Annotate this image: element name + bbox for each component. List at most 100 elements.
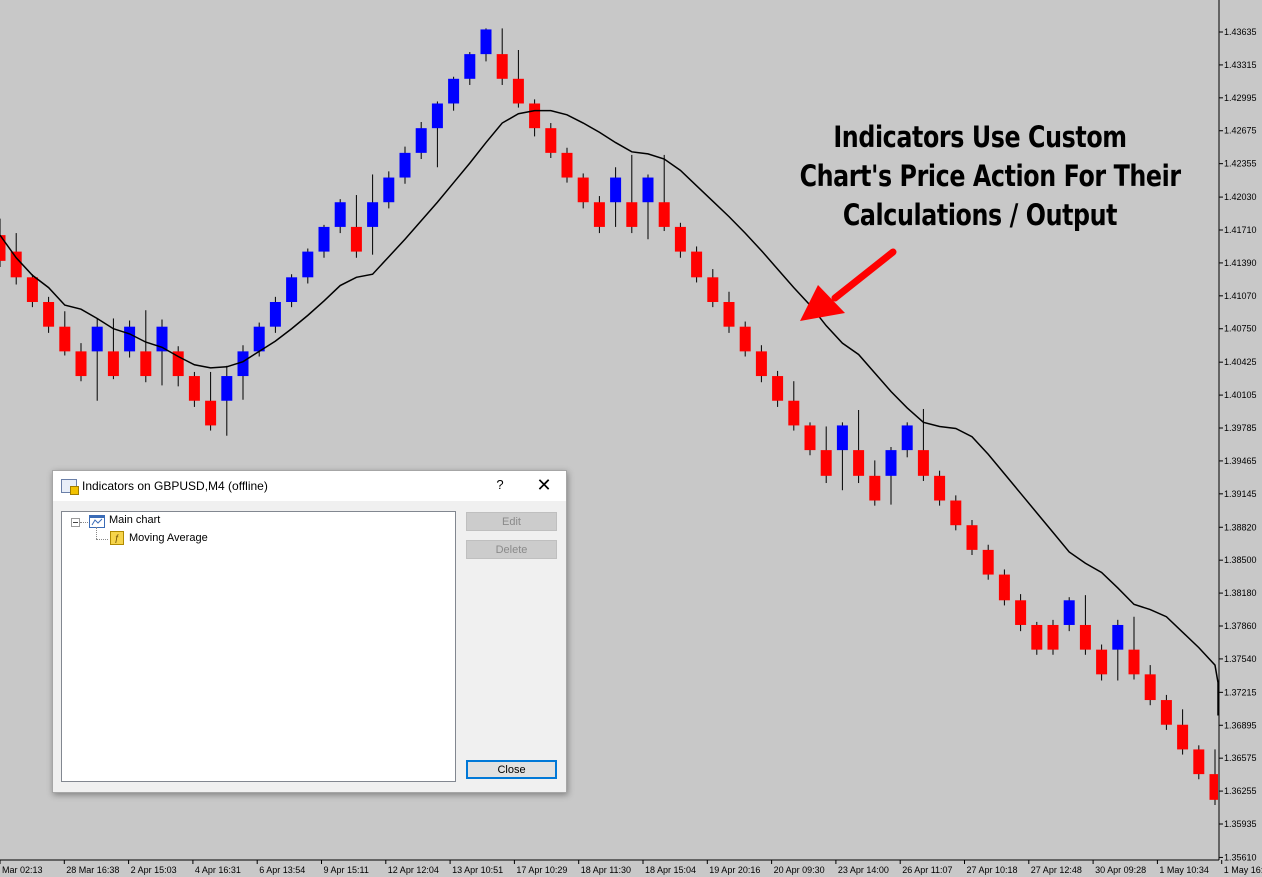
- candle: [269, 296, 281, 333]
- candle: [545, 123, 557, 158]
- candle-body: [1047, 624, 1059, 650]
- tree-child-label: Moving Average: [129, 532, 208, 544]
- candle-body: [140, 351, 152, 377]
- candle: [577, 173, 589, 209]
- candle: [464, 52, 476, 85]
- candle-body: [43, 302, 55, 327]
- annotation-text: Indicators Use Custom Chart's Price Acti…: [800, 118, 1182, 235]
- candle: [286, 274, 298, 308]
- candle: [107, 318, 119, 380]
- help-button[interactable]: ?: [496, 477, 504, 492]
- candle: [1160, 694, 1172, 730]
- annotation-line-3: Calculations / Output: [842, 198, 1118, 232]
- candle: [674, 222, 686, 258]
- candle-body: [286, 277, 298, 302]
- time-tick-label: 30 Apr 09:28: [1095, 865, 1146, 875]
- time-tick-label: 20 Apr 09:30: [774, 865, 825, 875]
- candle-body: [334, 202, 346, 227]
- candle-body: [431, 103, 443, 129]
- candle: [0, 218, 6, 268]
- candle-body: [658, 202, 670, 227]
- candle: [188, 371, 200, 407]
- time-tick-label: 12 Apr 12:04: [388, 865, 439, 875]
- candle: [772, 370, 784, 407]
- candle: [755, 345, 767, 383]
- candle-body: [885, 450, 897, 476]
- price-tick-label: 1.36255: [1224, 786, 1257, 796]
- candle: [156, 319, 168, 386]
- main-chart-icon: [89, 515, 105, 528]
- candle: [934, 470, 946, 506]
- candle-body: [545, 128, 557, 153]
- candle: [205, 371, 217, 431]
- candle: [982, 544, 994, 580]
- candle-body: [91, 326, 103, 352]
- candle: [885, 447, 897, 505]
- candle-body: [674, 226, 686, 252]
- candle: [853, 410, 865, 484]
- candle-body: [788, 400, 800, 426]
- candle: [367, 174, 379, 255]
- candle-body: [205, 400, 217, 426]
- candle: [1031, 621, 1043, 655]
- candle: [221, 365, 233, 436]
- candle: [1193, 745, 1205, 780]
- candle-body: [156, 326, 168, 352]
- collapse-icon[interactable]: [71, 518, 80, 527]
- dialog-titlebar[interactable]: Indicators on GBPUSD,M4 (offline) ? ✕: [53, 471, 566, 501]
- candles-layer: [0, 28, 1218, 805]
- candle-body: [448, 78, 460, 104]
- candle-body: [593, 202, 605, 227]
- candle-body: [124, 326, 136, 352]
- time-tick-label: 2 Apr 15:03: [131, 865, 177, 875]
- time-tick-label: 1 May 16:51: [1224, 865, 1262, 875]
- candle-body: [480, 29, 492, 55]
- candle-body: [642, 177, 654, 203]
- candle: [804, 422, 816, 456]
- candle: [383, 171, 395, 209]
- candle-body: [707, 277, 719, 302]
- price-tick-label: 1.35610: [1224, 852, 1257, 862]
- indicators-window-icon: [61, 479, 79, 495]
- dialog-title: Indicators on GBPUSD,M4 (offline): [82, 479, 268, 493]
- candle-body: [496, 54, 508, 79]
- delete-button[interactable]: Delete: [466, 540, 557, 559]
- candle-body: [1193, 749, 1205, 775]
- candle-body: [10, 251, 22, 278]
- candle: [172, 346, 184, 387]
- candle-body: [237, 351, 249, 377]
- candle: [691, 246, 703, 283]
- indicator-tree[interactable]: Main chart ƒ Moving Average: [61, 511, 456, 782]
- close-icon[interactable]: ✕: [536, 475, 552, 495]
- candle: [140, 310, 152, 383]
- edit-button[interactable]: Edit: [466, 512, 557, 531]
- candle-body: [367, 202, 379, 227]
- candle: [529, 99, 541, 137]
- price-tick-label: 1.40105: [1224, 390, 1257, 400]
- tree-node-moving-average[interactable]: Moving Average: [129, 532, 208, 548]
- price-tick-label: 1.38180: [1224, 588, 1257, 598]
- candle: [561, 147, 573, 183]
- candle: [739, 321, 751, 357]
- candle: [1096, 644, 1108, 681]
- tree-connector: [80, 522, 88, 523]
- time-tick-label: 4 Apr 16:31: [195, 865, 241, 875]
- close-button[interactable]: Close: [466, 760, 557, 779]
- candle-body: [302, 251, 314, 278]
- candle: [496, 28, 508, 85]
- price-tick-label: 1.38500: [1224, 555, 1257, 565]
- price-tick-label: 1.37860: [1224, 621, 1257, 631]
- time-tick-label: 18 Apr 15:04: [645, 865, 696, 875]
- candle-body: [626, 202, 638, 227]
- candle: [1209, 749, 1218, 805]
- price-tick-label: 1.42995: [1224, 93, 1257, 103]
- price-tick-label: 1.41390: [1224, 258, 1257, 268]
- candle: [334, 199, 346, 234]
- time-tick-label: 23 Apr 14:00: [838, 865, 889, 875]
- candle-body: [26, 277, 38, 302]
- candle-body: [836, 425, 848, 451]
- tree-node-main-chart[interactable]: Main chart: [62, 512, 455, 528]
- candle: [1128, 616, 1140, 680]
- price-tick-label: 1.37215: [1224, 687, 1257, 697]
